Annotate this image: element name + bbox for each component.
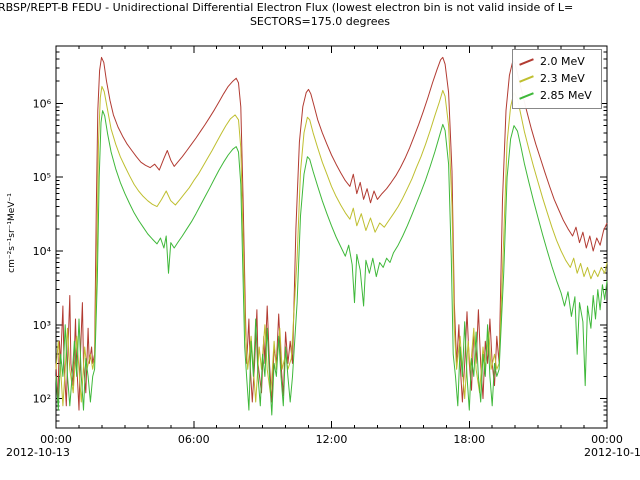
svg-text:10⁶: 10⁶ [33, 97, 52, 110]
svg-text:00:00: 00:00 [591, 433, 623, 446]
plot-subtitle: SECTORS=175.0 degrees [249, 15, 391, 28]
legend-label: 2.0 MeV [540, 55, 585, 68]
legend-line-sample-yellow [519, 74, 534, 83]
svg-text:06:00: 06:00 [178, 433, 210, 446]
legend-line-sample-red [519, 57, 534, 66]
svg-text:12:00: 12:00 [316, 433, 348, 446]
legend-label: 2.85 MeV [540, 89, 592, 102]
legend-entry: 2.0 MeV [519, 53, 597, 70]
legend: 2.0 MeV 2.3 MeV 2.85 MeV [512, 49, 602, 109]
svg-text:10⁴: 10⁴ [33, 245, 52, 258]
legend-label: 2.3 MeV [540, 72, 585, 85]
x-axis-date-right: 2012-10-14 [584, 446, 640, 459]
y-axis-label: cm⁻²s⁻¹sr⁻¹MeV⁻¹ [7, 193, 17, 273]
legend-entry: 2.85 MeV [519, 87, 597, 104]
legend-line-sample-green [519, 91, 534, 100]
svg-text:10³: 10³ [33, 319, 51, 332]
plot-title: RBSP/REPT-B FEDU - Unidirectional Differ… [0, 1, 574, 14]
svg-text:18:00: 18:00 [453, 433, 485, 446]
svg-text:00:00: 00:00 [40, 433, 72, 446]
x-axis-date-left: 2012-10-13 [6, 446, 70, 459]
svg-text:10²: 10² [33, 393, 51, 406]
legend-entry: 2.3 MeV [519, 70, 597, 87]
svg-text:10⁵: 10⁵ [33, 171, 51, 184]
